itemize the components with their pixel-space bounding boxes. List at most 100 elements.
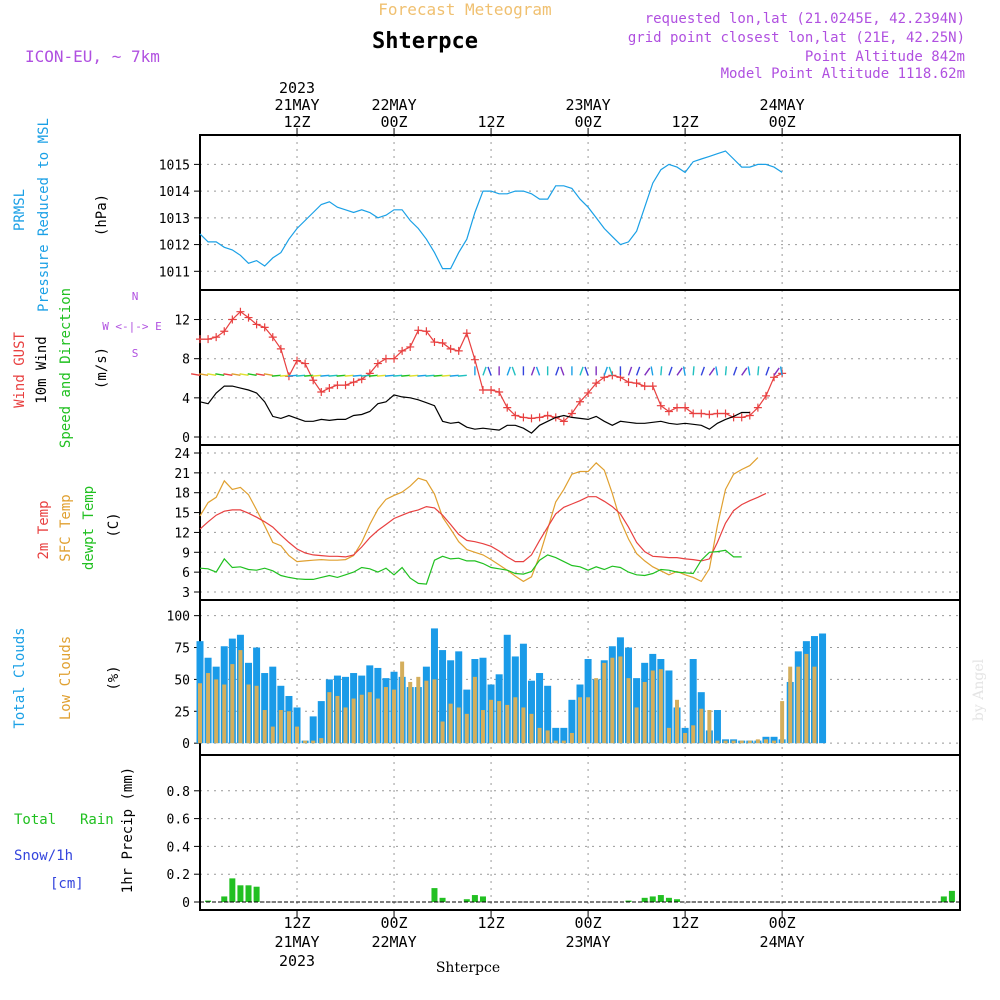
low-cloud-bar	[254, 685, 259, 744]
wind-direction-arrow	[715, 366, 719, 376]
low-cloud-bar	[440, 721, 445, 744]
low-cloud-bar	[747, 740, 752, 744]
total-cloud-bar	[479, 657, 487, 744]
low-cloud-bar	[472, 676, 477, 744]
pressure-unit: (hPa)	[94, 194, 110, 236]
low-cloud-bar	[772, 740, 777, 744]
wind-direction-arrow	[247, 373, 257, 377]
wind-direction-arrow	[535, 366, 541, 376]
low-cloud-bar	[375, 698, 380, 744]
gust-marker	[640, 382, 649, 391]
gust-marker	[656, 401, 665, 410]
y-tick-label: 0	[182, 431, 190, 446]
low-cloud-bar	[262, 710, 267, 744]
low-cloud-bar	[788, 666, 793, 744]
total-cloud-bar	[770, 736, 778, 744]
wind-direction-arrow	[635, 366, 641, 376]
wind-direction-arrow	[627, 366, 633, 376]
low-cloud-bar	[408, 681, 413, 744]
top-time-label: 12Z	[672, 113, 699, 131]
y-tick-label: 50	[174, 673, 190, 688]
y-tick-label: 0	[182, 737, 190, 752]
wind-direction-arrow	[425, 374, 435, 377]
low-cloud-bar	[578, 697, 582, 744]
low-cloud-bar	[432, 679, 437, 744]
wind-direction-arrow	[328, 374, 338, 377]
wind-direction-arrow	[482, 366, 487, 376]
low-cloud-bar	[699, 708, 704, 744]
total-cloud-bar	[560, 727, 568, 744]
low-cloud-bar	[634, 707, 639, 744]
wind-direction-arrow	[724, 366, 728, 376]
wind-direction-arrow	[223, 373, 233, 377]
top-time-label: 21MAY	[274, 96, 319, 114]
gust-marker	[673, 403, 682, 412]
low-cloud-bar	[739, 740, 744, 744]
low-cloud-bar	[594, 678, 599, 744]
low-cloud-bar	[392, 689, 397, 744]
gust-marker	[567, 409, 576, 418]
wind-gust-label: Wind GUST	[12, 332, 28, 408]
wind-direction-arrow	[344, 374, 354, 377]
wind-direction-arrow	[676, 367, 683, 376]
wind-direction-arrow	[385, 374, 395, 377]
wind-direction-arrow	[660, 366, 663, 376]
gust-marker	[584, 388, 593, 397]
wind-unit: (m/s)	[94, 347, 110, 389]
wind-direction-arrow	[668, 366, 673, 376]
wind-direction-arrow	[199, 373, 209, 377]
rain-bar	[665, 897, 672, 902]
clouds-low-label: Low Clouds	[58, 636, 74, 720]
low-cloud-bar	[666, 727, 671, 744]
wind-direction-arrow	[207, 373, 217, 377]
low-cloud-bar	[480, 710, 485, 744]
gust-marker	[592, 379, 601, 388]
wind-direction-arrow	[511, 366, 516, 376]
low-cloud-bar	[755, 739, 760, 744]
low-cloud-bar	[335, 695, 340, 744]
dewpt-line	[199, 549, 742, 585]
location-title: Shterpce	[372, 29, 478, 54]
gust-marker	[753, 403, 762, 412]
low-cloud-bar	[691, 725, 696, 744]
gust-marker	[503, 403, 512, 412]
y-tick-label: 75	[174, 642, 190, 657]
wind-direction-arrow	[530, 366, 536, 376]
low-cloud-bar	[537, 727, 542, 744]
temp-2m-label: 2m Temp	[36, 500, 52, 559]
gust-marker	[373, 359, 382, 368]
y-tick-label: 0.2	[167, 868, 190, 883]
rain-bar	[674, 899, 681, 902]
wind-direction-arrow	[368, 374, 378, 377]
low-cloud-bar	[586, 697, 591, 744]
low-cloud-bar	[618, 656, 623, 744]
top-time-label: 22MAY	[371, 96, 416, 114]
rain-bar	[431, 888, 438, 902]
gust-marker	[454, 346, 463, 355]
rain-bar	[649, 896, 656, 902]
bottom-time-label: 12Z	[478, 914, 505, 932]
pressure-label-msl: Pressure Reduced to MSL	[36, 118, 52, 312]
bottom-time-label: 00Z	[769, 914, 796, 932]
low-cloud-bar	[707, 710, 712, 744]
y-tick-label: 21	[174, 467, 190, 482]
y-tick-label: 3	[182, 586, 190, 601]
wind-direction-arrow	[449, 374, 459, 377]
gust-marker	[422, 327, 431, 336]
rain-bar	[245, 885, 252, 902]
top-time-label: 2023	[279, 79, 315, 97]
low-cloud-bar	[286, 711, 291, 744]
total-cloud-bar	[317, 701, 325, 744]
bottom-time-label: 2023	[279, 952, 315, 970]
low-cloud-bar	[343, 707, 348, 744]
bottom-time-label: 21MAY	[274, 933, 319, 951]
rain-bar	[625, 900, 632, 902]
rain-bar	[253, 886, 260, 902]
y-tick-label: 9	[182, 546, 190, 561]
wind-direction-arrow	[255, 373, 265, 377]
rain-bar	[940, 896, 947, 902]
low-cloud-bar	[675, 699, 680, 744]
gust-marker	[713, 409, 722, 418]
gust-marker	[648, 382, 657, 391]
gust-marker	[495, 387, 504, 396]
